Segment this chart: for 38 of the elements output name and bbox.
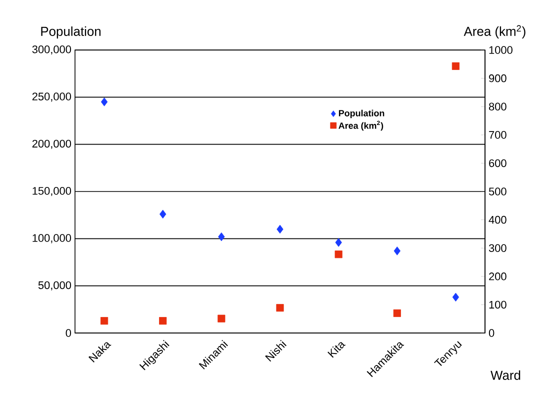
point — [100, 98, 108, 106]
point — [452, 62, 460, 70]
point — [335, 238, 342, 247]
y2-tick-label: 400 — [488, 216, 506, 224]
y2-tick-label: 0 — [488, 329, 494, 337]
y2-tick-label: 300 — [488, 244, 506, 252]
y2-tick-label: 100 — [489, 300, 506, 309]
y-tick-label: 150,000 — [32, 186, 72, 196]
y2-axis-title: Area (km$^{2}$) — [464, 25, 526, 39]
y2-tick-label: 700 — [489, 131, 506, 139]
x-axis-title: Ward — [490, 370, 520, 380]
y2-tick-label: 1000 — [489, 46, 512, 54]
point — [218, 232, 225, 242]
point — [394, 246, 400, 256]
y2-tick-label: 600 — [489, 159, 506, 168]
x-tick-label: Kita — [328, 342, 346, 358]
y-tick-label: 250,000 — [32, 92, 72, 102]
y-tick-label: 0 — [66, 329, 72, 337]
y-tick-label: 100,000 — [32, 234, 72, 244]
point — [159, 317, 167, 325]
y2-tick-label: 200 — [489, 272, 506, 280]
point — [276, 224, 284, 234]
y-axis-title: Population — [41, 26, 101, 39]
y-tick-label: 300,000 — [32, 45, 72, 55]
legend-label: Population — [338, 110, 384, 118]
point — [452, 292, 460, 302]
point — [334, 250, 342, 258]
point — [160, 210, 166, 219]
legend-label: Area (km$^{2}$) — [338, 120, 384, 131]
point — [393, 309, 401, 317]
y-tick-label: 50,000 — [38, 281, 72, 290]
point — [100, 317, 108, 325]
y2-tick-label: 800 — [488, 102, 506, 110]
y2-tick-label: 900 — [489, 74, 506, 82]
y2-tick-label: 500 — [488, 188, 506, 196]
point — [276, 304, 284, 312]
point — [218, 314, 226, 322]
y-tick-label: 200,000 — [32, 140, 72, 149]
